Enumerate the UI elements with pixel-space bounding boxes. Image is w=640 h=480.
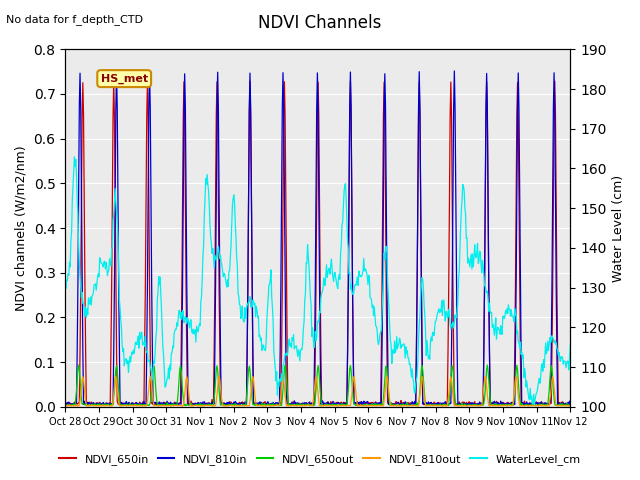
Y-axis label: Water Level (cm): Water Level (cm) — [612, 175, 625, 282]
Text: No data for f_depth_CTD: No data for f_depth_CTD — [6, 14, 143, 25]
Y-axis label: NDVI channels (W/m2/nm): NDVI channels (W/m2/nm) — [15, 145, 28, 311]
Text: NDVI Channels: NDVI Channels — [259, 14, 381, 33]
Legend: NDVI_650in, NDVI_810in, NDVI_650out, NDVI_810out, WaterLevel_cm: NDVI_650in, NDVI_810in, NDVI_650out, NDV… — [54, 450, 586, 469]
Text: HS_met: HS_met — [100, 73, 148, 84]
